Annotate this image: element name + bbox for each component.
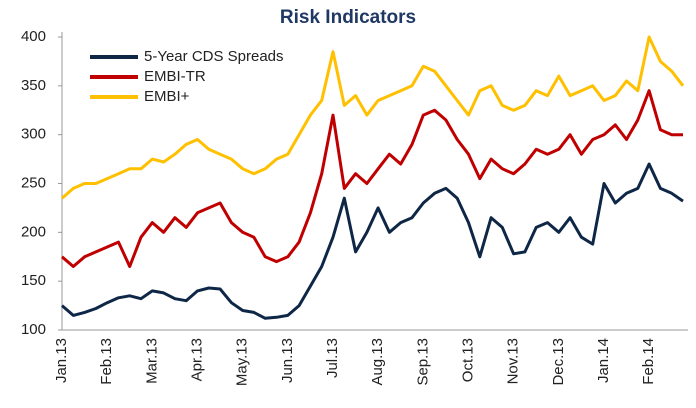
y-tick-label: 400: [21, 28, 46, 45]
chart-title: Risk Indicators: [280, 7, 416, 28]
x-tick-label: Sep.13: [414, 338, 431, 386]
y-tick-label: 150: [21, 272, 46, 289]
x-tick-label: Jan.13: [53, 338, 70, 383]
x-tick-label: Nov.13: [505, 338, 522, 384]
x-tick-label: Oct.13: [459, 338, 476, 382]
x-tick-label: Mar.13: [143, 338, 160, 384]
x-tick-label: Apr.13: [188, 338, 205, 381]
line-series: [61, 162, 684, 320]
x-tick-label: Aug.13: [369, 338, 386, 386]
legend-label: EMBI-TR: [144, 68, 206, 85]
x-tick-label: Jan.14: [595, 338, 612, 383]
x-tick-label: Jul.13: [324, 338, 341, 378]
x-tick-label: Dec.13: [550, 338, 567, 386]
y-tick-label: 200: [21, 223, 46, 240]
x-tick-label: May.13: [234, 338, 251, 386]
y-tick-label: 300: [21, 126, 46, 143]
y-tick-label: 250: [21, 174, 46, 191]
x-tick-label: Feb.13: [98, 338, 115, 385]
y-tick-label: 350: [21, 77, 46, 94]
x-tick-label: Jun.13: [279, 338, 296, 383]
legend-label: 5-Year CDS Spreads: [144, 48, 284, 65]
y-tick-label: 100: [21, 321, 46, 338]
legend-label: EMBI+: [144, 88, 190, 105]
line-series: [61, 89, 683, 268]
x-tick-label: Feb.14: [640, 338, 657, 385]
line-series: [61, 35, 685, 200]
